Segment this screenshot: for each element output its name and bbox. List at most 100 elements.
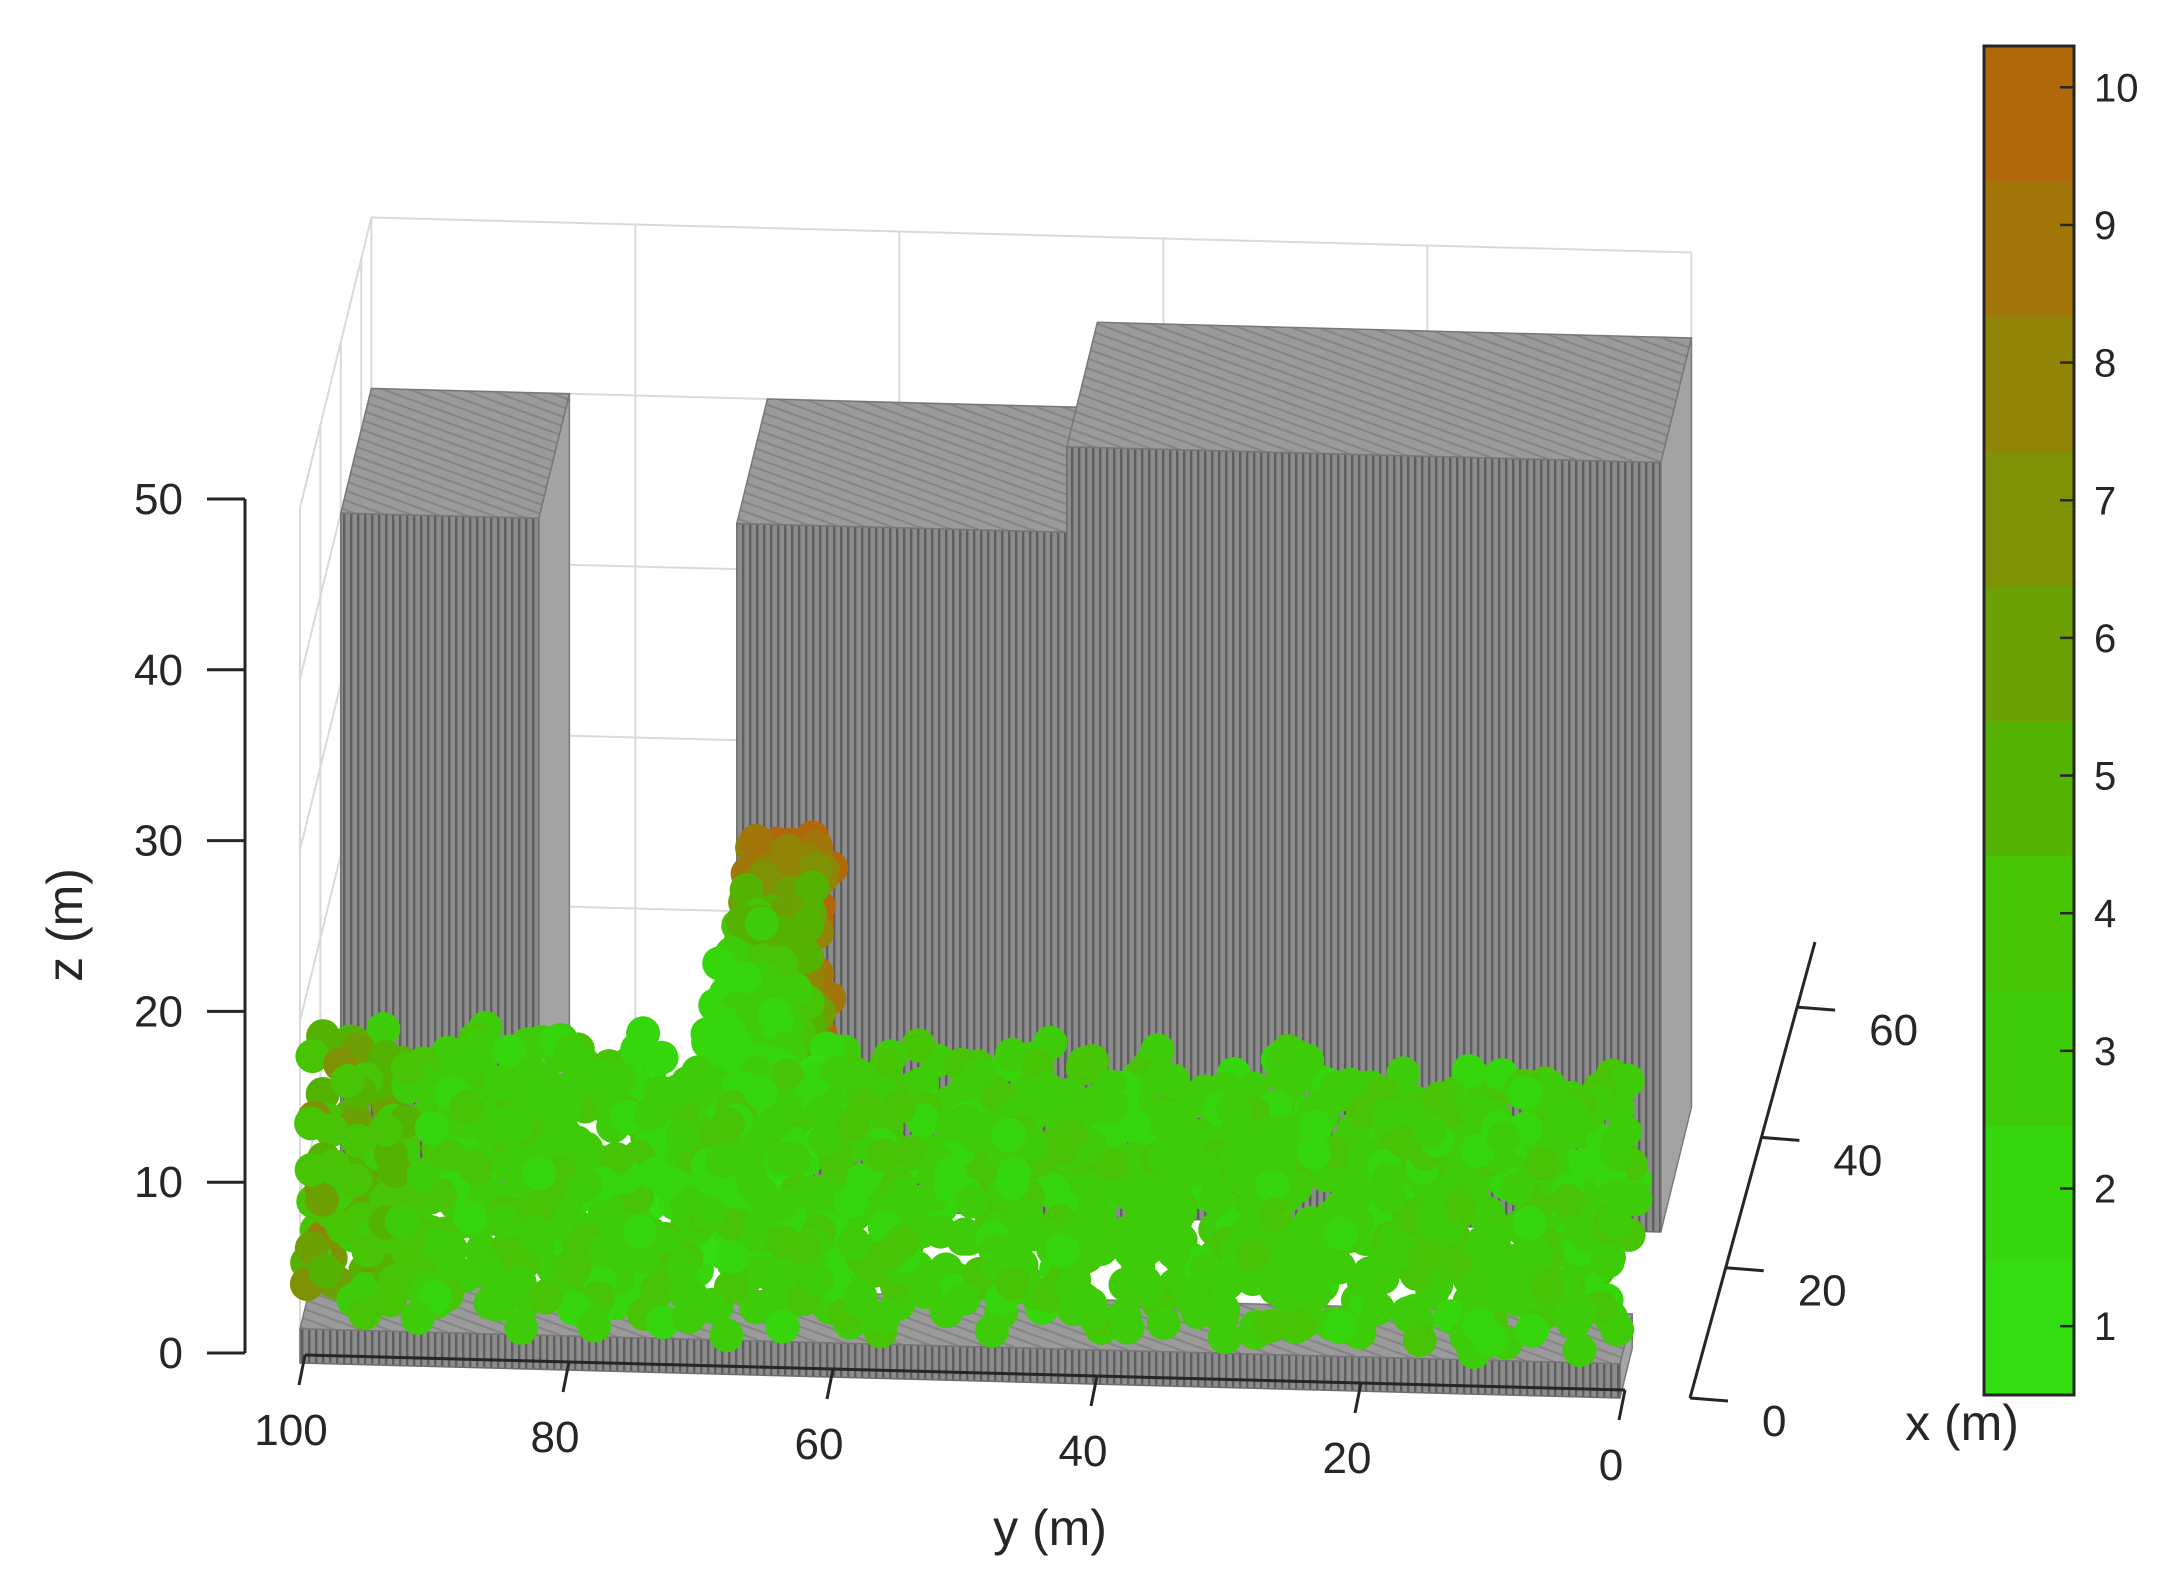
data-point <box>1402 1323 1437 1357</box>
z-tick-label: 30 <box>134 817 183 866</box>
data-point <box>638 1156 673 1191</box>
data-point <box>923 1214 958 1249</box>
data-point <box>1216 1091 1251 1126</box>
data-point <box>1140 1033 1175 1068</box>
data-point <box>1162 1195 1197 1230</box>
data-point <box>351 1233 386 1268</box>
colorbar-tick-label: 4 <box>2094 892 2116 936</box>
data-point <box>316 1148 351 1183</box>
data-point <box>340 1123 375 1158</box>
data-point <box>498 1108 533 1143</box>
data-point <box>423 1230 458 1265</box>
data-point <box>368 1113 403 1148</box>
colorbar-segment <box>1984 990 2074 1126</box>
x-axis-line <box>1688 941 1817 1399</box>
data-point <box>770 1058 804 1093</box>
data-point <box>553 1034 588 1069</box>
x-tick <box>1797 1005 1836 1012</box>
z-tick-label: 50 <box>134 475 183 524</box>
data-point <box>1235 1262 1270 1297</box>
data-point <box>711 1107 746 1142</box>
data-point <box>1515 1313 1549 1348</box>
data-point <box>459 1151 493 1186</box>
data-point <box>994 1038 1029 1072</box>
data-point <box>1143 1061 1178 1096</box>
data-point <box>808 1123 842 1158</box>
data-point <box>666 1119 700 1154</box>
colorbar-tick-label: 1 <box>2094 1305 2116 1349</box>
data-point <box>1598 1179 1633 1214</box>
data-point <box>837 1226 872 1261</box>
y-tick-label: 40 <box>1059 1427 1108 1476</box>
data-point <box>1451 1054 1486 1089</box>
data-point <box>1529 1270 1563 1305</box>
data-point <box>377 1264 412 1299</box>
x-tick <box>1689 1396 1729 1403</box>
data-point <box>1441 1190 1476 1225</box>
data-point <box>1051 1078 1086 1113</box>
y-tick <box>825 1368 835 1400</box>
data-point <box>836 1106 871 1141</box>
data-point <box>1265 1246 1300 1281</box>
data-point <box>414 1111 449 1145</box>
data-point <box>777 1142 812 1177</box>
data-point <box>765 1224 800 1259</box>
data-point <box>715 1239 750 1274</box>
z-tick-label: 40 <box>134 646 183 695</box>
data-point <box>577 1308 612 1343</box>
data-point <box>1373 1179 1407 1214</box>
x-tick-label: 0 <box>1762 1397 1786 1446</box>
data-point <box>1293 1206 1328 1241</box>
data-point <box>1598 1135 1633 1170</box>
data-point <box>294 1106 329 1141</box>
data-point <box>1407 1239 1442 1273</box>
data-point <box>492 1148 527 1183</box>
data-point <box>1189 1252 1224 1287</box>
data-point <box>742 1175 777 1209</box>
colorbar-segment <box>1984 720 2074 856</box>
data-point <box>665 1250 700 1284</box>
data-point <box>705 1144 740 1179</box>
y-axis-line <box>304 1353 1626 1392</box>
data-point <box>669 1277 704 1312</box>
z-tick-label: 0 <box>159 1329 183 1378</box>
data-point <box>625 1240 660 1275</box>
data-point <box>1108 1175 1143 1210</box>
building-1-top <box>339 387 571 520</box>
data-point <box>1387 1124 1422 1159</box>
data-point <box>473 1286 508 1320</box>
data-point <box>1267 1114 1302 1149</box>
colorbar-segment <box>1984 315 2074 452</box>
x-tick-label: 20 <box>1798 1267 1847 1316</box>
data-point <box>645 1305 680 1339</box>
data-point <box>691 1196 726 1231</box>
data-point <box>1266 1042 1301 1077</box>
y-tick-label: 20 <box>1323 1434 1372 1483</box>
building-3-top <box>1065 321 1693 464</box>
data-point <box>1205 1292 1240 1327</box>
data-point <box>709 1318 744 1353</box>
colorbar-tick-label: 6 <box>2094 617 2116 661</box>
data-point <box>1045 1233 1080 1268</box>
colorbar: 1 2 3 4 5 6 7 8 9 10 <box>1982 44 2139 1397</box>
colorbar-tick-label: 2 <box>2094 1168 2116 1212</box>
building-2-top <box>735 398 1099 534</box>
data-point <box>1053 1118 1088 1152</box>
data-point <box>900 1184 935 1219</box>
data-point <box>308 1254 343 1289</box>
data-point <box>1308 1244 1343 1278</box>
x-tick <box>1725 1266 1764 1273</box>
data-point <box>1360 1291 1395 1326</box>
colorbar-frame <box>1982 44 2076 1397</box>
data-point <box>1182 1151 1217 1186</box>
colorbar-segment <box>1984 855 2074 991</box>
data-point <box>1298 1110 1333 1145</box>
data-point <box>934 1109 969 1144</box>
data-point <box>739 824 774 858</box>
colorbar-tick-label: 10 <box>2094 66 2139 110</box>
data-point <box>805 1096 840 1131</box>
data-point <box>873 1236 908 1271</box>
axes: 0 10 20 30 40 50 z (m) 100 80 60 40 20 0 y (m) 0 20 40 60… <box>37 475 2019 1556</box>
data-point <box>569 1132 604 1167</box>
data-point <box>833 1184 868 1219</box>
